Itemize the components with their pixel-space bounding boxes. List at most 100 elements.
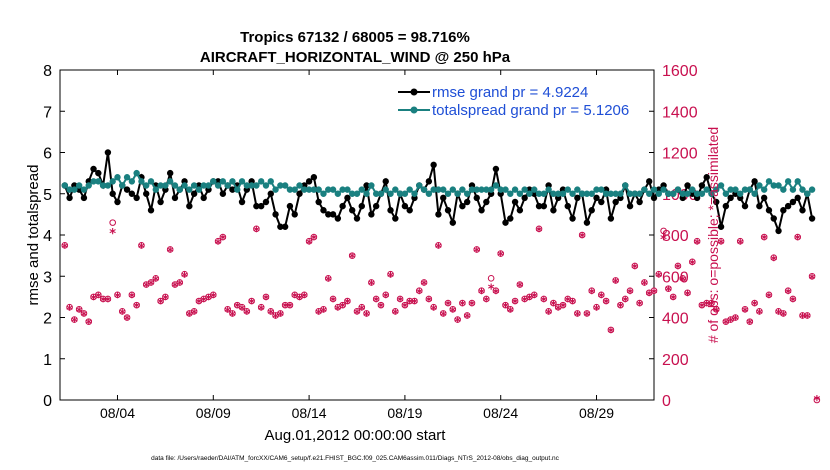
obs-possible-point: [784, 287, 792, 294]
rmse-point: [626, 202, 634, 210]
totalspread-point: [109, 178, 116, 185]
obs-assimilated-point: *: [785, 287, 792, 302]
obs-possible-point: [209, 291, 217, 299]
right-tick-label: 1600: [662, 63, 698, 80]
obs-assimilated-point: *: [775, 307, 782, 322]
rmse-point: [229, 186, 236, 193]
rmse-point: [310, 174, 318, 181]
x-tick-label: 08/14: [292, 405, 327, 421]
totalspread-point: [243, 182, 251, 189]
obs-possible-point: [674, 262, 682, 270]
totalspread-point: [224, 182, 231, 189]
obs-assimilated-point: *: [766, 291, 773, 306]
obs-possible-point: [463, 312, 471, 319]
totalspread-point: [90, 178, 97, 185]
obs-possible-point: [588, 287, 596, 294]
obs-possible-point: [162, 293, 169, 301]
totalspread-point: [612, 190, 619, 197]
obs-assimilated-point: *: [90, 293, 97, 308]
rmse-point: [727, 194, 734, 202]
obs-possible-point: [166, 246, 174, 253]
obs-possible-point: [751, 299, 758, 307]
totalspread-point: [435, 186, 442, 193]
rmse-point: [90, 165, 97, 173]
totalspread-point: [152, 186, 160, 193]
obs-assimilated-point: *: [555, 303, 562, 318]
obs-possible-point: [219, 233, 227, 241]
obs-possible-point: [598, 291, 605, 299]
obs-assimilated-point: *: [478, 287, 485, 302]
obs-possible-point: [420, 279, 428, 286]
obs-assimilated-point: *: [560, 301, 567, 316]
totalspread-point: [200, 182, 207, 189]
obs-assimilated-point: *: [186, 309, 193, 324]
obs-possible-point: [248, 297, 255, 305]
obs-assimilated-point: *: [698, 301, 705, 316]
obs-assimilated-point: *: [694, 237, 701, 252]
totalspread-point: [253, 182, 260, 189]
totalspread-point: [593, 186, 600, 193]
rmse-point: [253, 202, 260, 210]
obs-possible-point: [449, 305, 457, 313]
left-tick-label: 0: [43, 393, 52, 410]
rmse-point: [406, 207, 413, 214]
obs-assimilated-point: *: [579, 231, 586, 246]
obs-possible-point: [425, 295, 433, 303]
obs-assimilated-point: *: [627, 287, 634, 302]
obs-possible-point: [372, 295, 380, 303]
totalspread-point: [176, 186, 183, 193]
obs-assimilated-point: *: [603, 297, 610, 312]
totalspread-point: [377, 190, 385, 197]
obs-assimilated-point: *: [670, 293, 677, 308]
obs-assimilated-point: *: [459, 299, 466, 314]
obs-possible-point: [344, 297, 351, 305]
obs-possible-point: [348, 252, 356, 259]
obs-assimilated-point: *: [119, 307, 126, 322]
obs-possible-point: [61, 242, 69, 249]
totalspread-point: [799, 186, 806, 193]
obs-assimilated-point: *: [382, 291, 389, 306]
totalspread-point: [128, 178, 136, 185]
obs-possible-point: [176, 279, 184, 286]
totalspread-point: [794, 178, 801, 185]
totalspread-point: [382, 186, 389, 193]
totalspread-point: [492, 182, 500, 189]
rmse-point: [784, 202, 792, 210]
totalspread-point: [516, 190, 524, 197]
rmse-point: [703, 174, 710, 181]
totalspread-point: [123, 174, 131, 181]
series-obs-assimilated: ****************************************…: [61, 225, 820, 409]
obs-assimilated-point: *: [598, 291, 605, 306]
obs-assimilated-point: *: [588, 287, 595, 302]
rmse-point: [171, 194, 179, 202]
obs-possible-point: [454, 316, 461, 323]
x-tick-label: 08/04: [100, 405, 135, 421]
rmse-point: [483, 198, 490, 206]
obs-assimilated-point: *: [306, 237, 313, 252]
rmse-point: [760, 194, 768, 202]
rmse-point: [751, 178, 758, 185]
rmse-point: [262, 198, 270, 206]
rmse-point: [238, 198, 246, 206]
obs-assimilated-point: *: [334, 303, 341, 318]
totalspread-point: [689, 186, 696, 193]
obs-assimilated-point: *: [651, 287, 658, 302]
totalspread-point: [569, 190, 576, 197]
totalspread-point: [291, 186, 298, 193]
rmse-point: [684, 182, 691, 189]
rmse-point: [502, 219, 509, 226]
obs-possible-point: [468, 299, 476, 307]
totalspread-point: [138, 178, 145, 185]
obs-assimilated-point: *: [95, 291, 102, 306]
totalspread-point: [703, 186, 710, 193]
obs-assimilated-point: *: [248, 297, 255, 312]
rmse-point: [277, 223, 284, 230]
rmse-point: [770, 215, 777, 222]
obs-possible-point: [574, 310, 581, 317]
obs-assimilated-point: *: [445, 299, 452, 314]
obs-possible-point: [506, 305, 514, 313]
rmse-point: [339, 202, 346, 210]
rmse-point: [588, 207, 595, 214]
totalspread-point: [181, 182, 188, 189]
